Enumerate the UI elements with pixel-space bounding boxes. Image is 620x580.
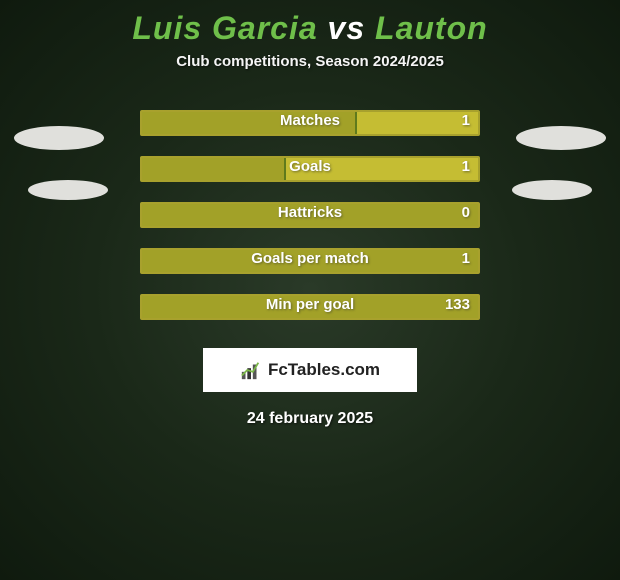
bar-track <box>140 156 480 182</box>
stat-row: Hattricks 0 <box>70 202 550 228</box>
bar-fill <box>142 158 286 180</box>
comparison-card: Luis Garcia vs Lauton Club competitions,… <box>0 0 620 580</box>
page-title: Luis Garcia vs Lauton <box>0 0 620 47</box>
bar-track <box>140 248 480 274</box>
club-left-logo-placeholder <box>28 180 108 200</box>
site-logo: FcTables.com <box>203 348 417 392</box>
stat-row: Goals 1 <box>70 156 550 182</box>
stat-rows: Matches 1 Goals 1 Hattricks 0 Goals per … <box>70 110 550 320</box>
stat-row: Matches 1 <box>70 110 550 136</box>
bar-fill <box>142 296 478 318</box>
barchart-icon <box>240 359 262 381</box>
stat-row: Goals per match 1 <box>70 248 550 274</box>
bar-fill <box>142 250 478 272</box>
bar-track <box>140 294 480 320</box>
bar-track <box>140 202 480 228</box>
bar-fill <box>142 204 478 226</box>
bar-track <box>140 110 480 136</box>
snapshot-date: 24 february 2025 <box>0 410 620 428</box>
player-left-name: Luis Garcia <box>132 10 317 46</box>
logo-text: FcTables.com <box>268 360 380 380</box>
bar-fill <box>142 112 357 134</box>
title-vs: vs <box>328 10 366 46</box>
player-right-name: Lauton <box>375 10 488 46</box>
subtitle: Club competitions, Season 2024/2025 <box>0 53 620 70</box>
club-right-logo-placeholder <box>512 180 592 200</box>
stat-row: Min per goal 133 <box>70 294 550 320</box>
